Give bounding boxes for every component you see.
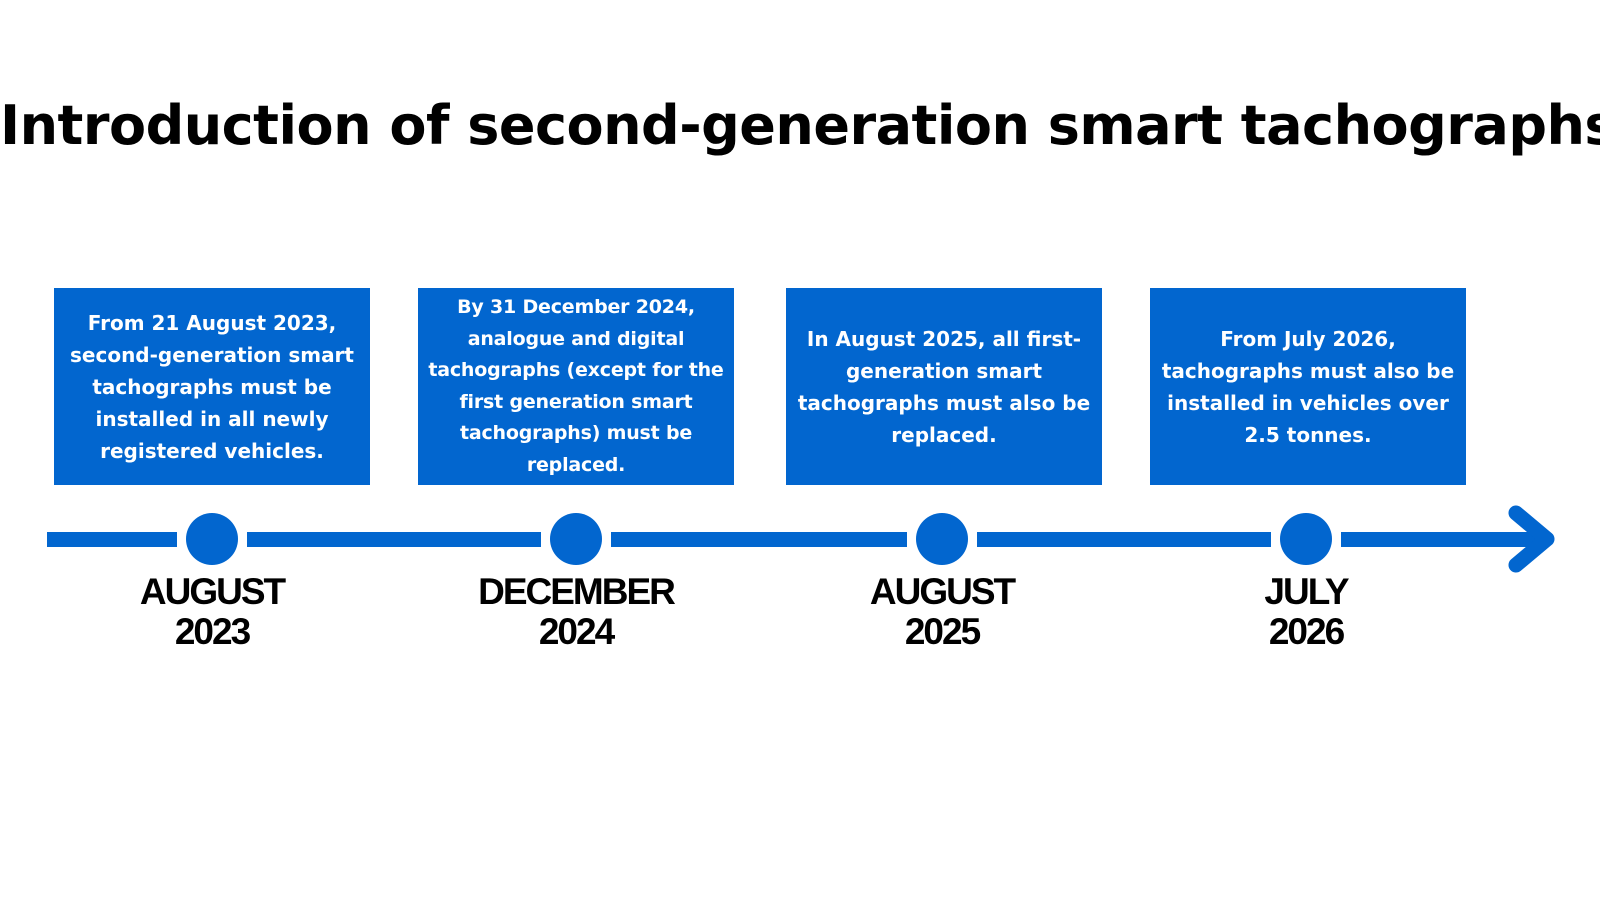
milestone-description: In August 2025, all first-generation sma… bbox=[797, 326, 1091, 447]
milestone-dot bbox=[186, 513, 238, 565]
milestone-description: From July 2026, tachographs must also be… bbox=[1161, 326, 1455, 447]
milestone-month: JULY bbox=[1264, 571, 1349, 612]
milestone-date-label: AUGUST 2025 bbox=[812, 572, 1072, 652]
milestone-year: 2023 bbox=[174, 611, 251, 652]
milestone-card-jul-2026: From July 2026, tachographs must also be… bbox=[1150, 288, 1466, 485]
arrow-right-icon bbox=[1508, 505, 1555, 573]
milestone-description: By 31 December 2024, analogue and digita… bbox=[428, 296, 724, 476]
milestone-month: DECEMBER bbox=[478, 571, 676, 612]
milestone-dot bbox=[550, 513, 602, 565]
milestone-date-label: AUGUST 2023 bbox=[82, 572, 342, 652]
timeline-segment bbox=[47, 532, 177, 547]
timeline-segment bbox=[1341, 532, 1541, 547]
milestone-year: 2024 bbox=[538, 611, 615, 652]
milestone-month: AUGUST bbox=[869, 571, 1016, 612]
timeline-segment bbox=[611, 532, 907, 547]
milestone-card-aug-2025: In August 2025, all first-generation sma… bbox=[786, 288, 1102, 485]
milestone-year: 2026 bbox=[1268, 611, 1345, 652]
milestone-dot bbox=[916, 513, 968, 565]
milestone-dot bbox=[1280, 513, 1332, 565]
timeline-segment bbox=[247, 532, 541, 547]
milestone-year: 2025 bbox=[904, 611, 981, 652]
milestone-date-label: DECEMBER 2024 bbox=[446, 572, 706, 652]
milestone-date-label: JULY 2026 bbox=[1176, 572, 1436, 652]
page-title: Introduction of second-generation smart … bbox=[0, 94, 1600, 157]
milestone-card-aug-2023: From 21 August 2023, second-generation s… bbox=[54, 288, 370, 485]
milestone-card-dec-2024: By 31 December 2024, analogue and digita… bbox=[418, 288, 734, 485]
milestone-month: AUGUST bbox=[139, 571, 286, 612]
milestone-description: From 21 August 2023, second-generation s… bbox=[70, 310, 354, 463]
timeline-segment bbox=[977, 532, 1271, 547]
